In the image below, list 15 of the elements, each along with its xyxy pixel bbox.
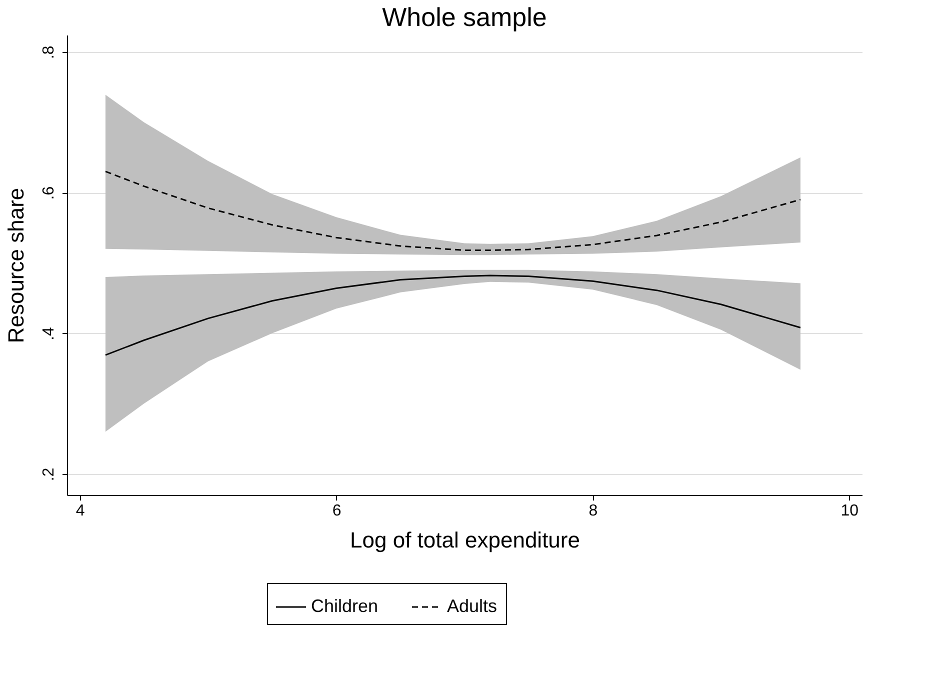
legend-label: Adults xyxy=(447,596,498,616)
x-axis-title: Log of total expenditure xyxy=(350,528,580,552)
chart-title: Whole sample xyxy=(382,2,547,32)
y-axis-title: Resource share xyxy=(4,188,28,344)
y-tick-label: .8 xyxy=(40,46,58,60)
line-series xyxy=(104,274,802,356)
x-tick-label: 6 xyxy=(332,502,342,520)
x-tick-label: 10 xyxy=(840,502,859,520)
y-tick-label: .2 xyxy=(40,468,58,482)
x-tick-label: 4 xyxy=(76,502,85,520)
legend-label: Children xyxy=(311,596,378,616)
x-tick-label: 8 xyxy=(588,502,598,520)
line-series xyxy=(104,170,802,251)
y-tick-label: .4 xyxy=(40,326,58,340)
y-tick-label: .6 xyxy=(40,186,58,200)
